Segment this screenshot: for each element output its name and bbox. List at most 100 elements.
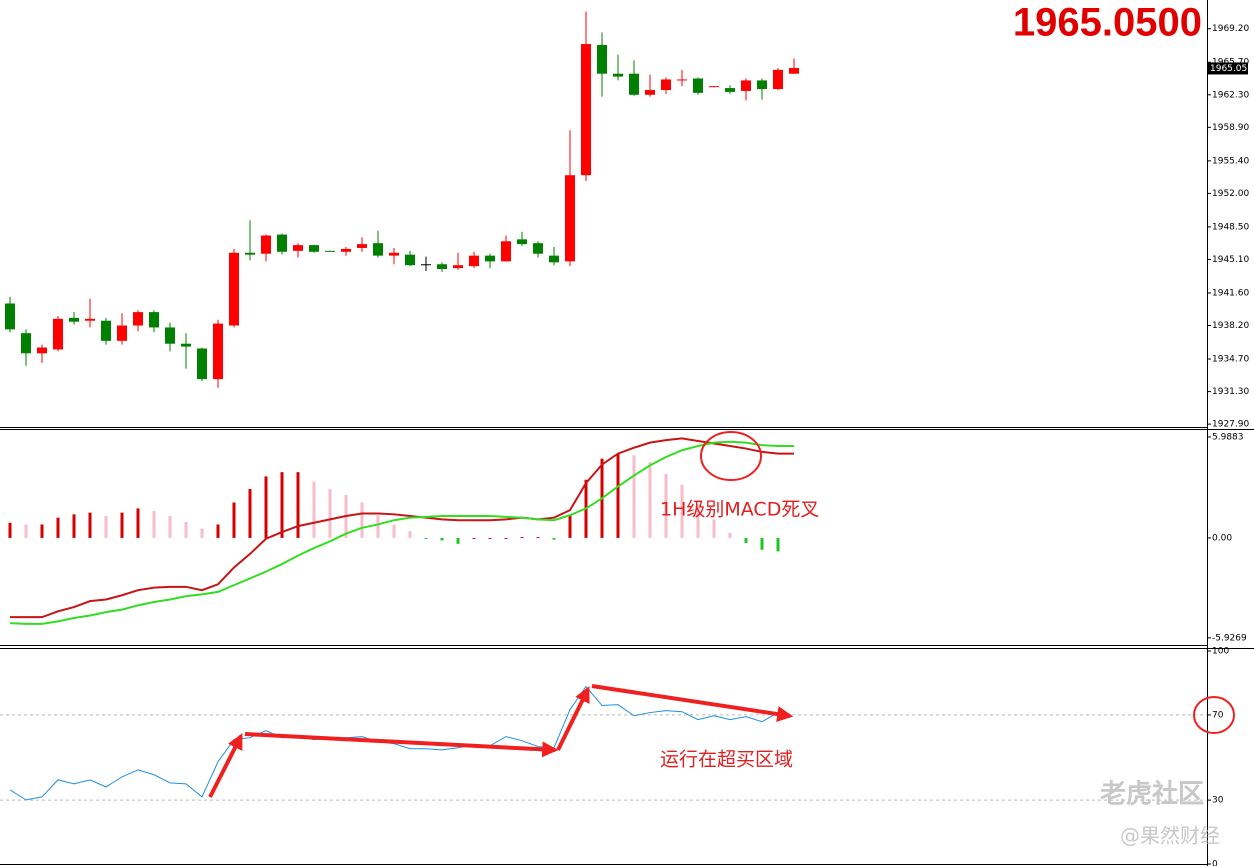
candle-body [469, 255, 479, 267]
candle-body [181, 343, 191, 347]
watermark: 老虎社区 [1100, 779, 1204, 810]
candle-body [37, 347, 47, 354]
candle-body [549, 255, 559, 263]
histogram-bar [120, 512, 124, 538]
histogram-bar [440, 537, 444, 541]
histogram-bar [696, 504, 700, 538]
y-tick-label: 1958.90 [1212, 123, 1249, 133]
candle-body [213, 323, 223, 380]
candle-body [453, 265, 463, 269]
histogram-bar [552, 537, 556, 540]
candle-body [565, 175, 575, 262]
y-tick-label: 100 [1212, 647, 1229, 657]
last-price-box [1208, 62, 1248, 75]
candle-body [5, 303, 15, 330]
y-tick-label: 1962.30 [1212, 90, 1249, 100]
y-tick-label: 1931.30 [1212, 387, 1249, 397]
candle-body [725, 88, 735, 92]
histogram-bar [648, 462, 652, 538]
histogram-bar [520, 537, 524, 539]
histogram-bar [72, 514, 76, 538]
histogram-bar [536, 537, 540, 539]
candle-body [69, 317, 79, 322]
y-tick-label: 0.00 [1212, 533, 1232, 543]
candle-body [757, 80, 767, 90]
y-tick-label: 1948.50 [1212, 222, 1249, 232]
candle-body [629, 73, 639, 95]
price-headline: 1965.0500 [1013, 1, 1202, 45]
y-tick-label: 1934.70 [1212, 355, 1249, 365]
y-tick-label: -5.9269 [1212, 633, 1247, 643]
candle-body [101, 320, 111, 341]
histogram-bar [56, 517, 60, 538]
histogram-bar [632, 455, 636, 538]
candle-body [789, 67, 799, 74]
candle-body [613, 73, 623, 77]
histogram-bar [728, 532, 732, 538]
histogram-bar [104, 516, 108, 538]
histogram-bar [664, 473, 668, 538]
histogram-bar [88, 512, 92, 538]
candle-body [229, 252, 239, 326]
candle-body [741, 80, 751, 91]
histogram-bar [760, 537, 764, 550]
candle-body [357, 244, 367, 248]
y-tick-label: 1952.00 [1212, 189, 1249, 199]
y-tick-label: 1955.40 [1212, 156, 1249, 166]
histogram-bar [184, 521, 188, 538]
candle-body [325, 250, 335, 252]
watermark: @果然财经 [1120, 824, 1220, 848]
y-tick-label: 0 [1212, 860, 1218, 866]
candle-body [53, 318, 63, 350]
histogram-bar [152, 510, 156, 538]
y-tick-label: 1927.90 [1212, 420, 1249, 430]
y-tick-label: 1945.10 [1212, 255, 1249, 265]
histogram-bar [248, 489, 252, 538]
candle-body [261, 235, 271, 254]
histogram-bar [328, 489, 332, 538]
candle-body [405, 254, 415, 266]
y-tick-label: 1938.20 [1212, 321, 1249, 331]
macd-note: 1H级别MACD死叉 [660, 499, 819, 521]
candle-body [677, 79, 687, 81]
candle-body [197, 348, 207, 380]
candle-body [709, 86, 719, 88]
candle-body [133, 312, 143, 326]
candle-body [21, 333, 31, 354]
y-tick-label: 70 [1212, 710, 1224, 720]
histogram-bar [744, 537, 748, 543]
histogram-bar [488, 537, 492, 539]
candle-body [165, 327, 175, 344]
histogram-bar [216, 524, 220, 538]
histogram-bar [40, 524, 44, 538]
histogram-bar [776, 537, 780, 552]
marks: 1969.201965.701962.301958.901955.401952.… [0, 11, 1249, 866]
candle-body [341, 248, 351, 252]
histogram-bar [424, 537, 428, 539]
line [9, 440, 794, 625]
candle-body [645, 89, 655, 95]
histogram-bar [280, 472, 284, 538]
circle [700, 431, 762, 481]
histogram-bar [376, 515, 380, 538]
circle [1193, 696, 1235, 734]
histogram-bar [616, 453, 620, 538]
candle-body [597, 44, 607, 74]
histogram-bar [200, 528, 204, 538]
candle-body [581, 44, 591, 176]
histogram-bar [360, 502, 364, 538]
candle-body [773, 69, 783, 90]
histogram-bar [8, 522, 12, 538]
candle-body [245, 252, 255, 255]
line [10, 437, 794, 619]
candle-body [373, 243, 383, 256]
histogram-bar [312, 481, 316, 538]
candle-body [85, 318, 95, 321]
candle-body [293, 245, 303, 251]
candle-body [533, 243, 543, 254]
candle-body [485, 255, 495, 262]
candle-body [309, 245, 319, 252]
histogram-bar [568, 515, 572, 538]
candle-body [501, 241, 511, 262]
histogram-bar [392, 524, 396, 538]
